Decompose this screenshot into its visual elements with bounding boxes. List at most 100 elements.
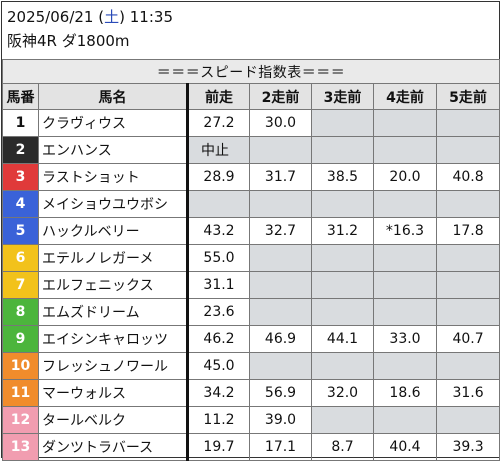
horse-name: エルフェニックス <box>38 271 188 299</box>
speed-index-cell <box>186 190 250 218</box>
horse-number: 9 <box>2 325 39 353</box>
speed-index-cell <box>249 244 312 272</box>
speed-index-cell: 中止 <box>186 136 250 164</box>
horse-number: 12 <box>2 406 39 434</box>
col-header-4-runs-ago: 4走前 <box>373 83 437 110</box>
col-header-5-runs-ago: 5走前 <box>435 83 501 110</box>
table-row: 11 マーウォルス 34.2 56.9 32.0 18.6 31.6 <box>2 379 501 407</box>
horse-number: 5 <box>2 217 39 245</box>
speed-index-cell <box>311 244 374 272</box>
speed-index-cell: 33.0 <box>373 325 437 353</box>
speed-index-cell <box>249 271 312 299</box>
speed-index-cell: 44.1 <box>311 325 374 353</box>
speed-index-cell: 17.1 <box>249 433 312 461</box>
speed-index-cell: 28.9 <box>186 163 250 191</box>
speed-index-cell: 40.7 <box>435 325 501 353</box>
table-row: 12 タールベルク 11.2 39.0 <box>2 406 501 434</box>
speed-index-cell <box>435 190 501 218</box>
speed-index-cell <box>311 271 374 299</box>
table-banner: ＝＝＝スピード指数表＝＝＝ <box>1 59 501 84</box>
speed-index-cell: 31.1 <box>186 271 250 299</box>
horse-name: フレッシュノワール <box>38 352 188 380</box>
race-title: 阪神4R ダ1800m <box>7 32 130 50</box>
table-row: 7 エルフェニックス 31.1 <box>2 271 501 299</box>
speed-index-cell <box>373 352 437 380</box>
speed-index-cell: 8.7 <box>311 433 374 461</box>
table-row: 13 ダンツトラバース 19.7 17.1 8.7 40.4 39.3 <box>2 433 501 461</box>
col-header-number: 馬番 <box>2 83 39 110</box>
speed-index-cell <box>311 298 374 326</box>
speed-index-cell: 34.2 <box>186 379 250 407</box>
horse-name: エンハンス <box>38 136 188 164</box>
speed-index-cell <box>249 136 312 164</box>
speed-index-cell <box>373 271 437 299</box>
dow-close-paren: ) <box>119 8 125 26</box>
speed-index-cell <box>311 136 374 164</box>
horse-name: エイシンキャロッツ <box>38 325 188 353</box>
speed-index-cell: 32.0 <box>311 379 374 407</box>
speed-index-cell <box>249 298 312 326</box>
speed-index-cell <box>435 136 501 164</box>
horse-number: 11 <box>2 379 39 407</box>
horse-number: 6 <box>2 244 39 272</box>
speed-index-cell: 11.2 <box>186 406 250 434</box>
horse-name: ダンツトラバース <box>38 433 188 461</box>
col-header-2-runs-ago: 2走前 <box>249 83 312 110</box>
race-date-time: 2025/06/21 (土) 11:35 <box>7 8 173 26</box>
race-time: 11:35 <box>129 8 173 26</box>
table-row: 5 ハックルベリー 43.2 32.7 31.2 *16.3 17.8 <box>2 217 501 245</box>
speed-index-cell: 32.7 <box>249 217 312 245</box>
speed-index-cell: 45.0 <box>186 352 250 380</box>
horse-name: エムズドリーム <box>38 298 188 326</box>
horse-number: 13 <box>2 433 39 461</box>
speed-index-cell: 27.2 <box>186 109 250 137</box>
speed-index-cell <box>249 190 312 218</box>
col-header-3-runs-ago: 3走前 <box>311 83 374 110</box>
horse-number: 8 <box>2 298 39 326</box>
dow-open-paren: ( <box>98 8 105 26</box>
table-row: 8 エムズドリーム 23.6 <box>2 298 501 326</box>
speed-index-cell: 43.2 <box>186 217 250 245</box>
table-row: 6 エテルノレガーメ 55.0 <box>2 244 501 272</box>
speed-index-cell: 39.3 <box>435 433 501 461</box>
horse-name: メイショウユウボシ <box>38 190 188 218</box>
speed-index-cell: 39.0 <box>249 406 312 434</box>
speed-index-cell: 23.6 <box>186 298 250 326</box>
speed-index-cell <box>435 352 501 380</box>
speed-index-cell <box>249 352 312 380</box>
horse-number: 2 <box>2 136 39 164</box>
horse-name: エテルノレガーメ <box>38 244 188 272</box>
speed-index-cell: 31.2 <box>311 217 374 245</box>
col-header-last-run: 前走 <box>186 83 250 110</box>
table-banner-row: ＝＝＝スピード指数表＝＝＝ <box>1 59 501 84</box>
table-row: 2 エンハンス 中止 <box>2 136 501 164</box>
horse-name: クラヴィウス <box>38 109 188 137</box>
speed-index-cell: 20.0 <box>373 163 437 191</box>
horse-number: 10 <box>2 352 39 380</box>
speed-index-cell <box>311 109 374 137</box>
horse-name: ラストショット <box>38 163 188 191</box>
dow-char: 土 <box>104 8 120 26</box>
col-header-name: 馬名 <box>38 83 188 110</box>
speed-index-cell <box>373 244 437 272</box>
speed-index-cell: 19.7 <box>186 433 250 461</box>
horse-name: マーウォルス <box>38 379 188 407</box>
speed-index-cell <box>435 271 501 299</box>
table-row: 10 フレッシュノワール 45.0 <box>2 352 501 380</box>
speed-index-cell: 38.5 <box>311 163 374 191</box>
horse-number: 4 <box>2 190 39 218</box>
speed-index-table: ＝＝＝スピード指数表＝＝＝ 馬番 馬名 前走 2走前 3走前 4走前 5走前 1… <box>1 59 501 461</box>
speed-index-cell: 40.4 <box>373 433 437 461</box>
horse-name: タールベルク <box>38 406 188 434</box>
race-date: 2025/06/21 <box>7 8 94 26</box>
speed-index-cell <box>373 109 437 137</box>
speed-index-cell: 31.7 <box>249 163 312 191</box>
day-of-week: (土) <box>98 8 125 26</box>
speed-index-cell: 18.6 <box>373 379 437 407</box>
speed-index-cell: 30.0 <box>249 109 312 137</box>
speed-index-cell: *16.3 <box>373 217 437 245</box>
speed-index-cell <box>435 109 501 137</box>
speed-index-cell <box>373 406 437 434</box>
horse-number: 7 <box>2 271 39 299</box>
speed-index-cell: 46.9 <box>249 325 312 353</box>
